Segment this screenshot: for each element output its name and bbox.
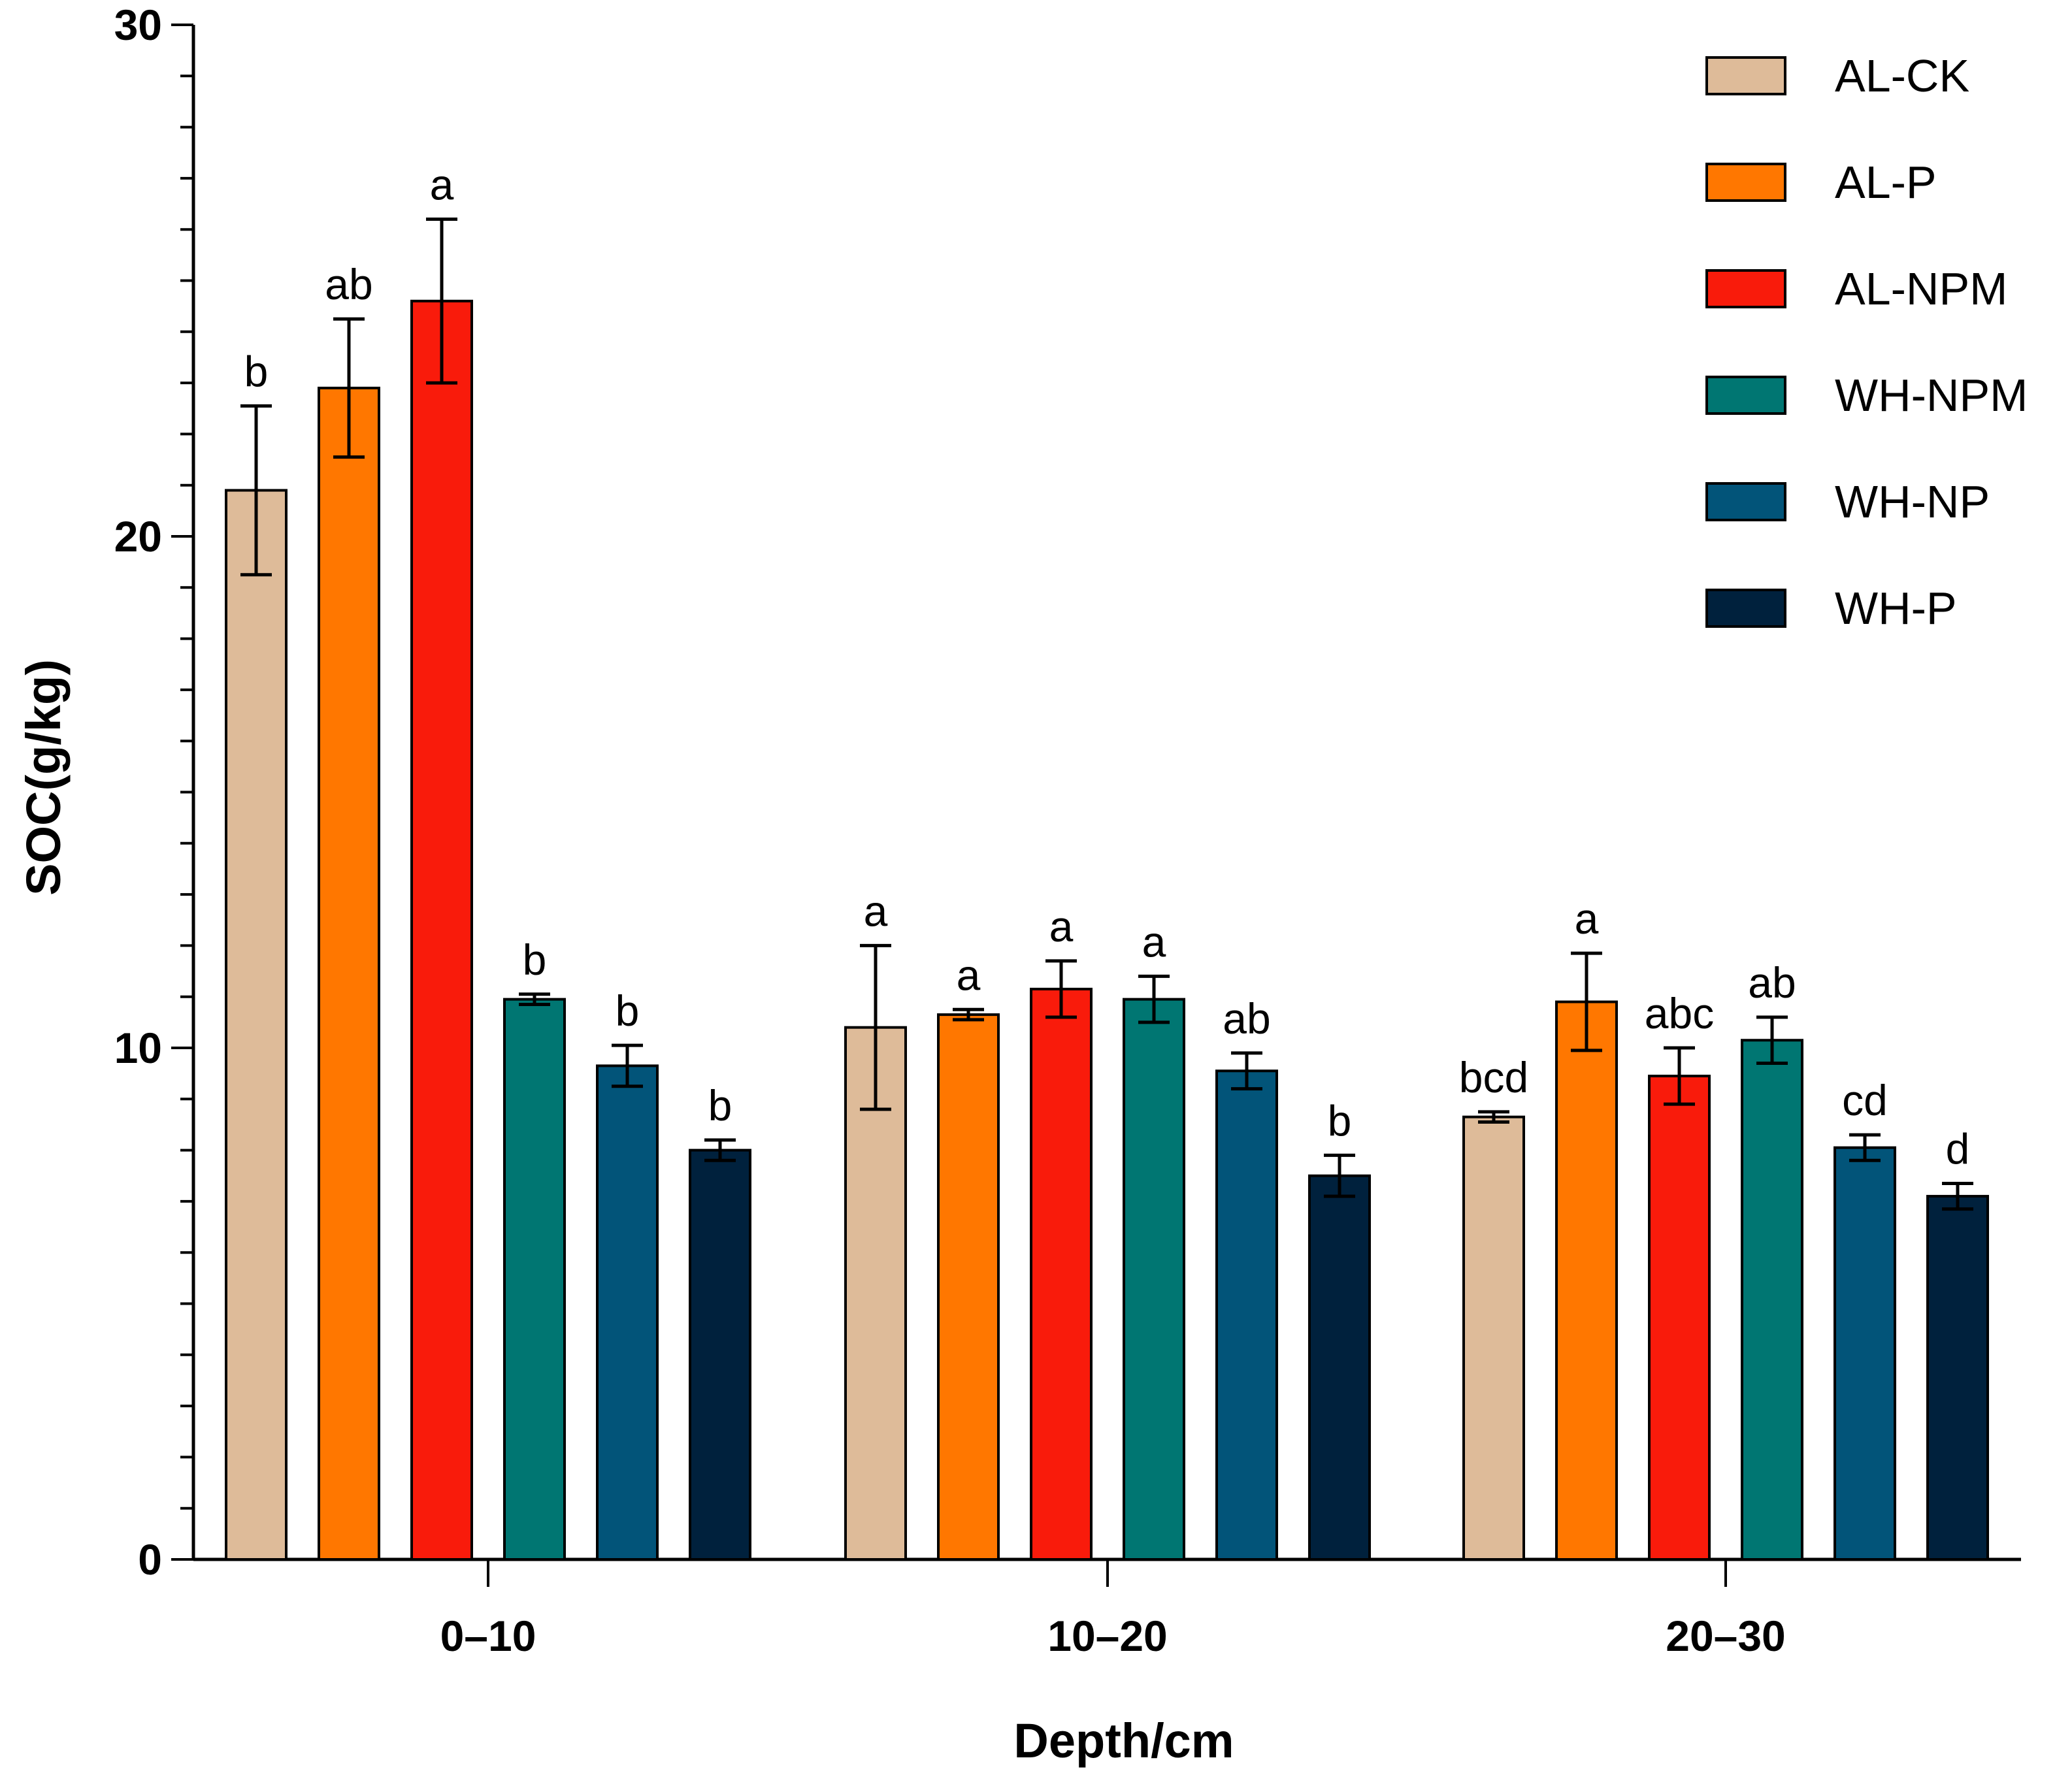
significance-label: a [430,161,454,209]
bar [318,386,380,1561]
y-tick-label: 20 [114,512,162,561]
legend-item[interactable]: WH-P [1705,583,1957,634]
bar [1215,1069,1278,1561]
legend-item[interactable]: AL-NPM [1705,263,2007,314]
legend-item[interactable]: WH-NPM [1705,370,2028,421]
significance-label: a [864,887,888,935]
legend-item[interactable]: AL-P [1705,157,1937,208]
x-axis-title: Depth/cm [1013,1714,1234,1768]
significance-label: b [1328,1096,1352,1145]
y-axis-title: SOC(g/kg) [16,659,71,896]
legend-swatch [1705,376,1786,415]
significance-label: a [1575,894,1599,943]
significance-label: b [244,347,269,395]
bar [844,1026,907,1561]
significance-label: a [957,951,981,999]
x-tick-label: 20–30 [1666,1612,1786,1660]
legend-label: AL-CK [1835,50,1969,101]
legend-item[interactable]: WH-NP [1705,476,1990,527]
significance-label: a [1049,902,1074,951]
bar [689,1148,751,1561]
legend-swatch [1705,56,1786,95]
legend-item[interactable]: AL-CK [1705,50,1969,101]
significance-label: b [708,1081,732,1130]
legend-label: AL-NPM [1835,263,2007,314]
bar [1926,1195,1989,1561]
legend[interactable]: AL-CK AL-P AL-NPM WH-NPM WH-NP WH-P [1705,50,2028,634]
bar [410,299,473,1561]
bar [1741,1039,1803,1561]
significance-label: a [1142,917,1166,966]
significance-label: b [616,986,640,1035]
significance-label: ab [325,260,372,308]
x-axis: 0–10 10–20 20–30 [193,1557,2021,1660]
significance-label: d [1946,1124,1970,1173]
bar [225,489,288,1561]
legend-label: WH-NP [1835,476,1990,527]
x-tick-label: 0–10 [440,1612,536,1660]
significance-label: cd [1842,1076,1888,1124]
bar [1308,1174,1371,1561]
y-axis: 0 10 20 30 [114,1,195,1584]
bar [596,1064,659,1561]
y-tick-label: 10 [114,1024,162,1072]
significance-label: ab [1748,958,1796,1007]
bar [1462,1115,1525,1561]
bar [503,998,566,1561]
bar [1555,1000,1618,1561]
x-tick-label: 10–20 [1047,1612,1168,1660]
bar [1030,987,1093,1561]
y-tick-label: 0 [138,1535,162,1584]
legend-label: WH-NPM [1835,370,2028,421]
legend-label: WH-P [1835,583,1957,634]
bar [937,1013,1000,1561]
significance-label: b [523,936,547,984]
bar [1648,1075,1711,1561]
significance-label: ab [1223,994,1270,1043]
legend-swatch [1705,163,1786,202]
legend-label: AL-P [1835,157,1937,208]
legend-swatch [1705,589,1786,628]
significance-label: abc [1645,989,1714,1037]
bar [1123,998,1185,1561]
legend-swatch [1705,269,1786,308]
legend-swatch [1705,482,1786,521]
bar [1834,1146,1896,1561]
significance-label: bcd [1459,1053,1528,1101]
y-tick-label: 30 [114,1,162,49]
